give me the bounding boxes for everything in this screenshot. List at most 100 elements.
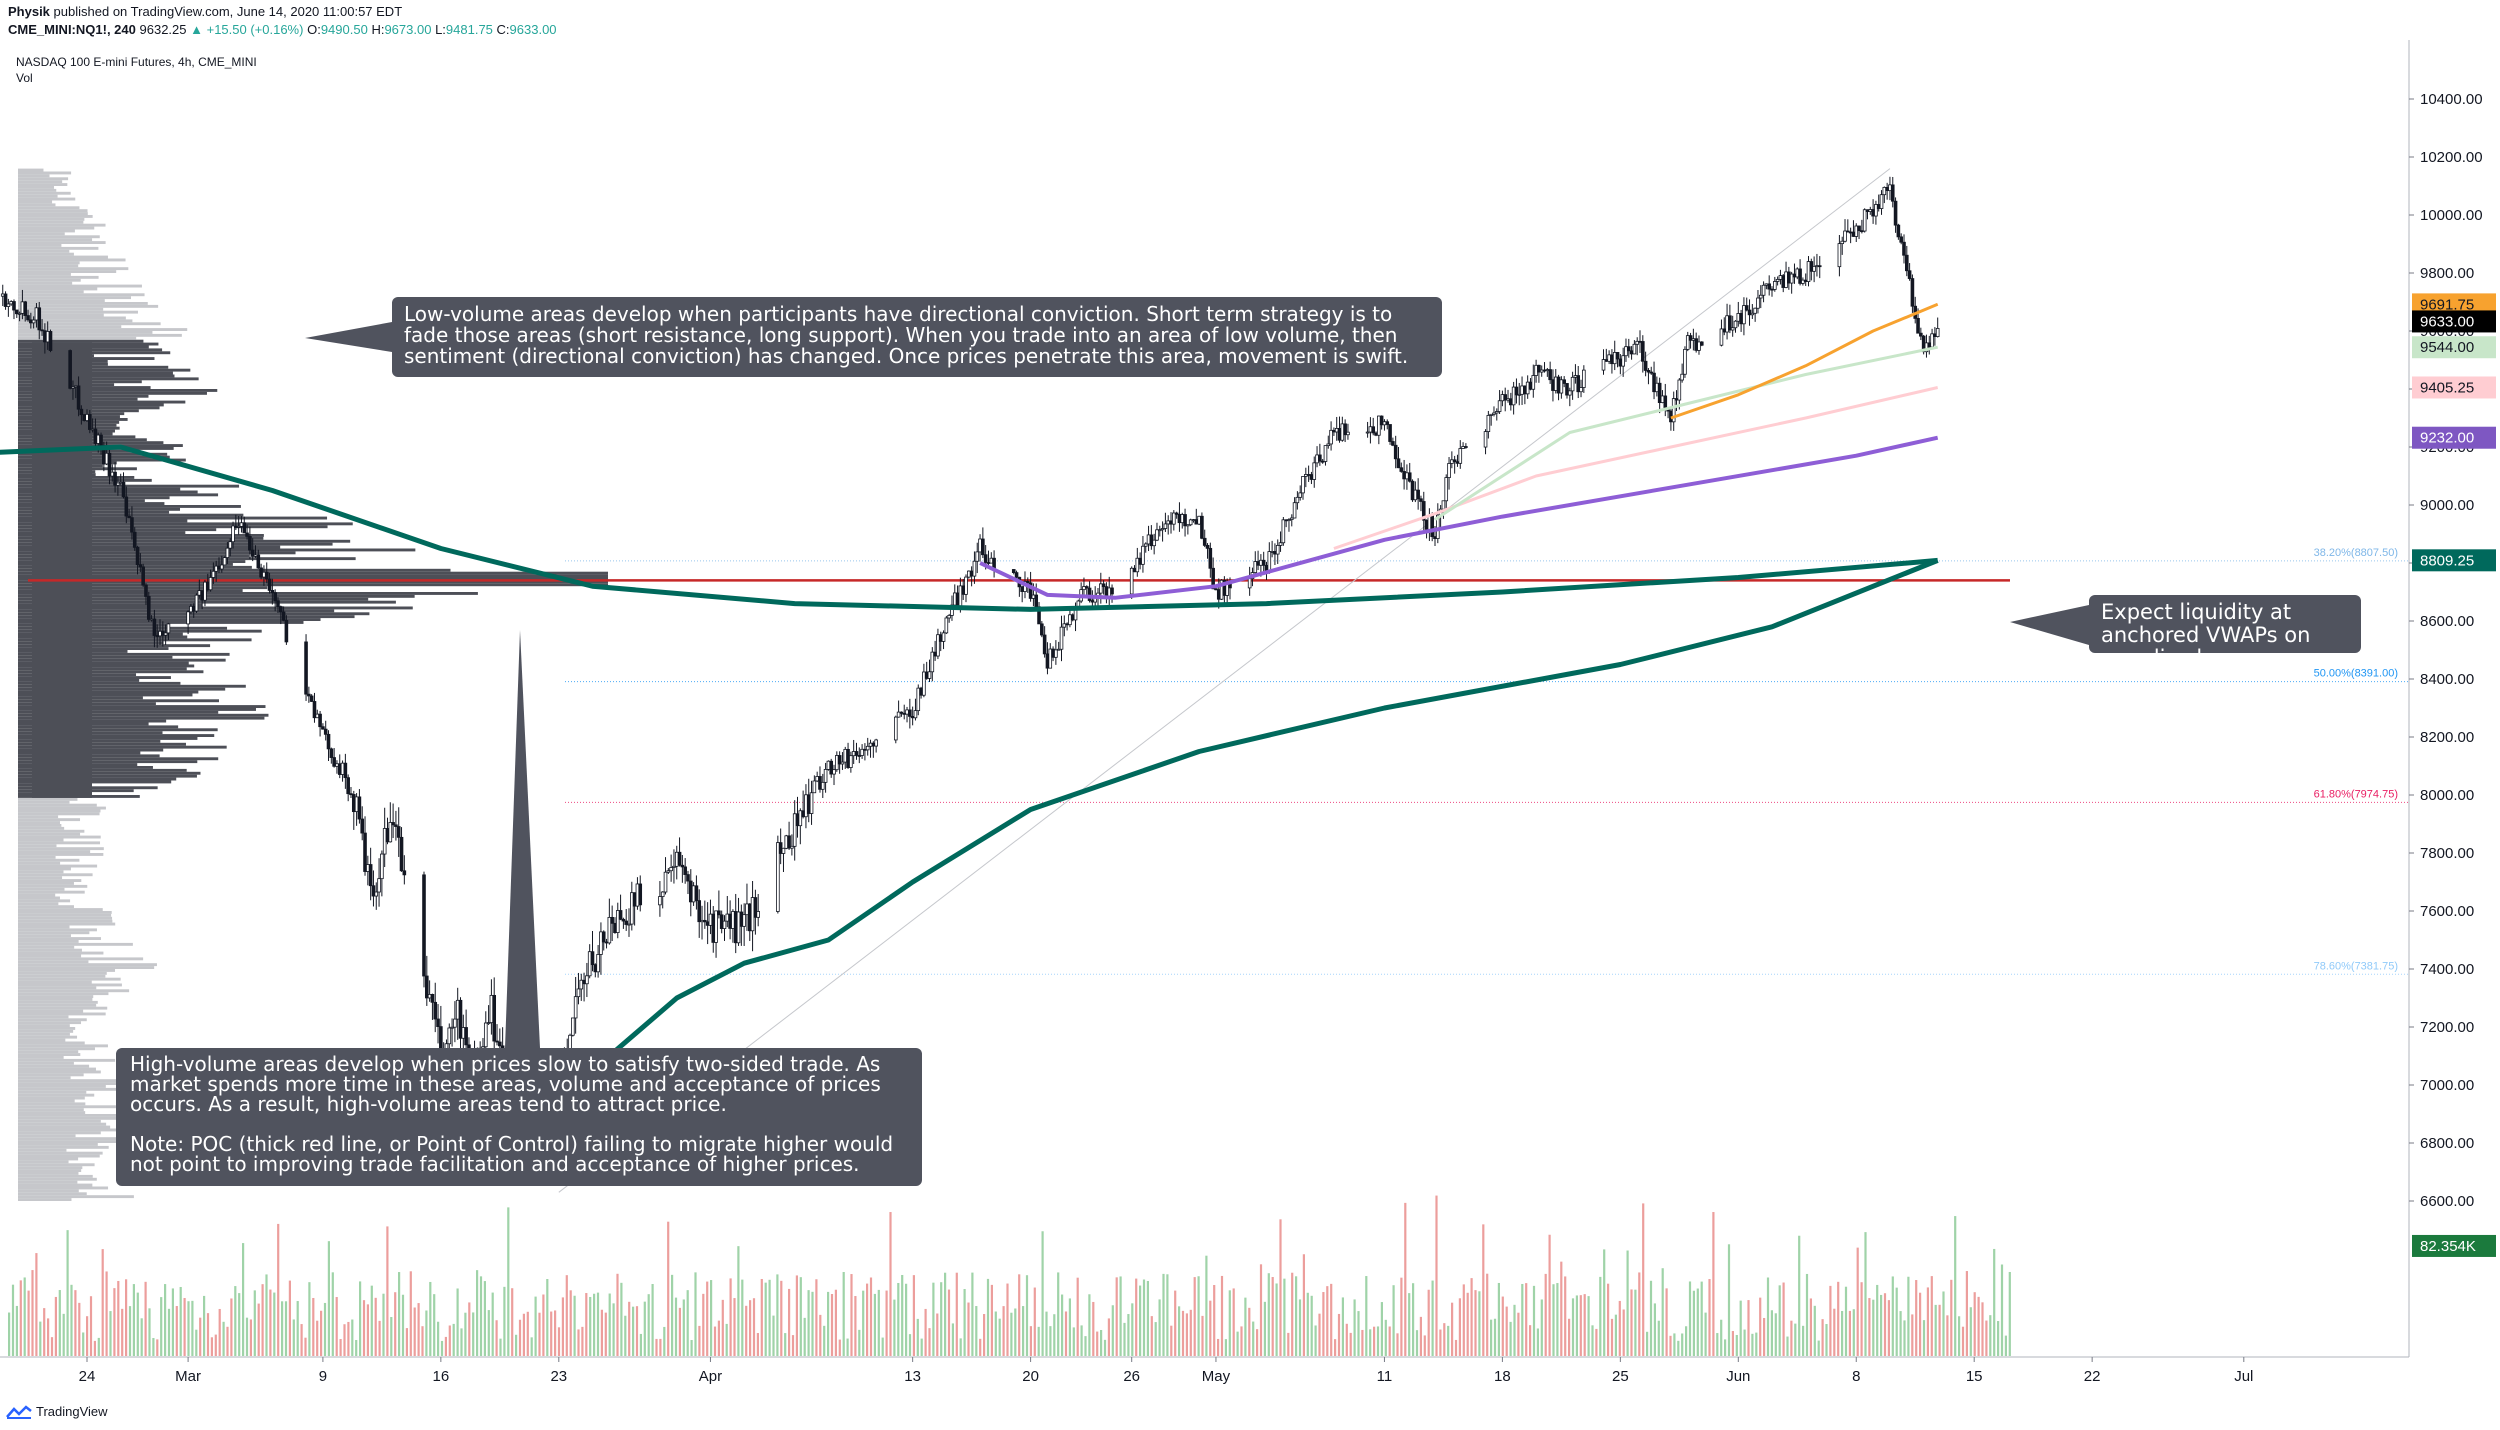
volume-bar <box>959 1338 962 1356</box>
volume-bar <box>1256 1329 1259 1356</box>
volume-bar <box>659 1338 662 1356</box>
candle-body <box>1525 381 1530 395</box>
candle <box>860 744 864 759</box>
volume-bar <box>834 1289 837 1356</box>
volume-profile-row <box>18 664 195 668</box>
volume-profile-row <box>18 568 451 572</box>
candle <box>312 692 317 723</box>
volume-profile-row <box>18 690 199 694</box>
candle <box>1430 512 1434 542</box>
candle-body <box>1014 572 1019 578</box>
candle-body <box>635 883 640 907</box>
candle-body <box>453 1018 457 1028</box>
price-label-text: 8809.25 <box>2420 552 2474 569</box>
candle-body <box>85 413 89 421</box>
candle-body <box>1253 561 1258 573</box>
candle <box>1646 368 1651 385</box>
candle <box>1396 447 1401 469</box>
time-axis[interactable]: 24 Mar 9 16 23 Apr 13 20 26 May 11 18 25 Jun 8 15 22 Jul <box>79 1357 2254 1385</box>
callout-vwap[interactable]: Expect liquidity at anchored VWAPs on an… <box>2089 595 2361 670</box>
candle-body <box>1343 423 1347 436</box>
candle-body <box>315 713 320 719</box>
candle <box>736 897 741 946</box>
candle <box>1761 281 1766 303</box>
candle <box>194 593 199 613</box>
author[interactable]: Physik <box>8 4 50 19</box>
volume-bar <box>1532 1285 1536 1356</box>
volume-bar <box>1692 1290 1695 1356</box>
volume-bar <box>1041 1231 1044 1356</box>
volume-bar <box>1279 1219 1282 1356</box>
candle-body <box>73 385 78 388</box>
candle-body <box>323 728 328 735</box>
callout-low-volume[interactable]: Low-volume areas develop when participan… <box>392 297 1442 377</box>
candle <box>756 893 760 927</box>
candle <box>1837 235 1842 277</box>
candle-body <box>604 941 609 944</box>
candle <box>458 997 463 1053</box>
volume-bar <box>1201 1315 1204 1356</box>
candle <box>388 802 393 843</box>
volume-bar <box>600 1309 603 1356</box>
candle-body <box>1048 648 1053 669</box>
candle-body <box>1860 230 1864 233</box>
candle <box>865 737 870 756</box>
volume-bar <box>1310 1295 1313 1356</box>
candle-body <box>1382 421 1387 426</box>
candle <box>722 915 727 941</box>
candle-body <box>1773 281 1777 290</box>
callout-high-volume[interactable]: High-volume areas develop when prices sl… <box>116 1048 922 1186</box>
candle-body <box>705 921 710 926</box>
volume-bar <box>2000 1264 2004 1356</box>
volume-profile-row <box>18 998 93 1001</box>
candle-body <box>627 923 631 926</box>
candle-body <box>309 695 314 702</box>
volume-profile-row <box>18 1114 120 1117</box>
volume-profile-row <box>18 215 93 218</box>
candle-body <box>492 994 497 1042</box>
volume-bar <box>760 1278 763 1356</box>
volume-bar <box>1474 1290 1477 1356</box>
candle-body <box>573 996 578 1019</box>
candle-body <box>849 755 853 768</box>
volume-bar <box>1571 1298 1575 1356</box>
candle-body <box>722 920 727 929</box>
volume-bar <box>195 1329 198 1356</box>
volume-bar <box>230 1298 233 1356</box>
volume-bar <box>963 1289 966 1356</box>
volume-profile-row <box>18 171 72 175</box>
symbol[interactable]: CME_MINI:NQ1!, 240 <box>8 22 136 37</box>
volume-profile-row <box>18 986 97 990</box>
open-value: 9490.50 <box>320 22 368 37</box>
candle <box>211 562 216 584</box>
volume-profile-row <box>18 368 191 372</box>
volume-profile-row <box>18 606 413 610</box>
volume-bar <box>1150 1316 1153 1356</box>
volume-profile-row <box>18 760 198 764</box>
volume-profile-row <box>18 853 104 856</box>
volume-bar <box>1813 1305 1816 1356</box>
volume-profile-row <box>18 545 281 549</box>
candle <box>144 583 148 605</box>
volume-profile-row <box>18 858 80 862</box>
candle <box>1261 551 1266 572</box>
volume-profile-row <box>18 1029 74 1033</box>
tradingview-logo[interactable]: TradingView <box>6 1404 108 1419</box>
candle <box>1205 543 1210 559</box>
volume-profile-row <box>18 319 133 323</box>
volume-bar <box>464 1312 467 1356</box>
candle <box>703 900 707 929</box>
candle <box>402 855 407 885</box>
volume-profile-row <box>18 829 85 833</box>
price-label-text: 9405.25 <box>2420 379 2474 396</box>
candle-body <box>1320 460 1325 463</box>
volume-bar <box>1560 1261 1563 1356</box>
candle <box>1517 382 1522 406</box>
volume-profile-row <box>18 186 55 189</box>
volume-profile-row <box>18 1070 101 1074</box>
candle-body <box>1607 354 1611 362</box>
candle <box>922 663 926 698</box>
candle-body <box>1556 376 1561 394</box>
volume-bar <box>66 1230 69 1356</box>
